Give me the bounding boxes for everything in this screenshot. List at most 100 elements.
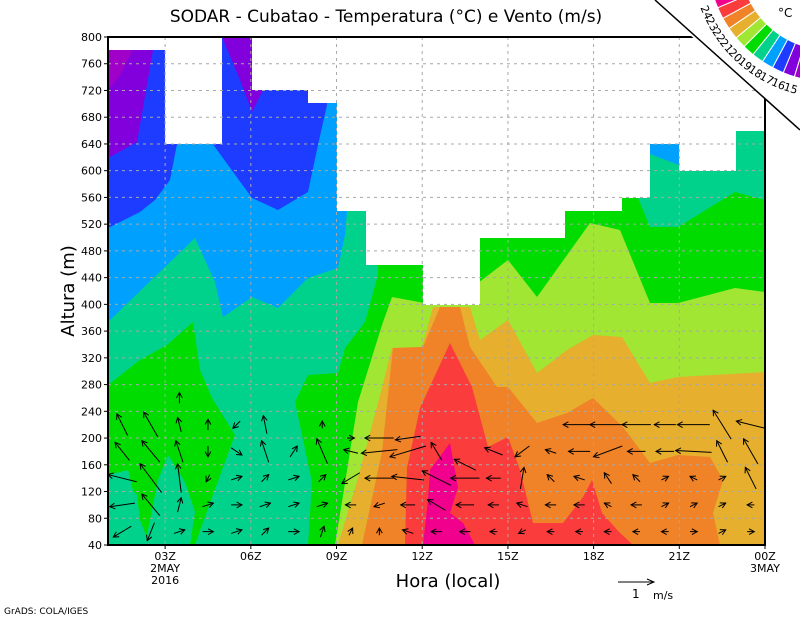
- wind-vector: [661, 502, 670, 509]
- wind-vector: [141, 439, 161, 463]
- wind-vector: [572, 474, 585, 482]
- colorbar-label: 24: [697, 4, 714, 22]
- y-tick-label: 480: [81, 245, 102, 258]
- wind-vector-arrowhead: [204, 451, 212, 458]
- wind-vector-arrowhead: [174, 462, 182, 470]
- wind-vector: [259, 439, 270, 463]
- wind-vector-arrowhead: [631, 528, 639, 535]
- wind-vector: [112, 525, 132, 538]
- wind-vector-arrowhead: [603, 471, 610, 479]
- wind-vector-arrowhead: [546, 473, 554, 481]
- wind-vector-arrowhead: [293, 474, 301, 482]
- wind-reference-unit: m/s: [653, 589, 673, 602]
- wind-vector: [572, 501, 585, 509]
- wind-vector: [661, 475, 670, 482]
- wind-vector-arrowhead: [748, 528, 756, 535]
- wind-vector: [176, 391, 183, 404]
- wind-vector: [372, 501, 385, 509]
- wind-vector: [344, 501, 357, 509]
- wind-vector-arrowhead: [430, 441, 437, 449]
- wind-vector-arrowhead: [143, 411, 150, 419]
- wind-vector-arrowhead: [716, 439, 722, 447]
- wind-vector-arrowhead: [488, 528, 496, 535]
- wind-vector-arrowhead: [261, 414, 268, 422]
- y-tick-label: 240: [81, 405, 102, 418]
- wind-vector-arrowhead: [262, 527, 270, 534]
- wind-vector-arrowhead: [458, 528, 466, 535]
- wind-vector-arrowhead: [653, 421, 660, 428]
- y-tick-label: 80: [88, 512, 102, 525]
- x-axis-label: Hora (local): [396, 571, 501, 592]
- wind-vector: [401, 528, 414, 535]
- wind-vector-arrowhead: [712, 409, 719, 417]
- wind-vector: [458, 528, 471, 535]
- wind-vector: [261, 527, 270, 536]
- wind-vector-arrowhead: [546, 528, 553, 535]
- wind-vector: [430, 528, 442, 535]
- wind-vector: [143, 411, 159, 438]
- wind-vector: [363, 434, 394, 442]
- wind-vector: [399, 501, 416, 509]
- wind-vector-arrowhead: [207, 501, 215, 508]
- x-tick-date: 3MAY: [750, 562, 780, 575]
- wind-vector-arrowhead: [235, 474, 243, 482]
- wind-vector-arrowhead: [572, 474, 580, 482]
- wind-vector-arrowhead: [719, 475, 727, 482]
- wind-vector-arrowhead: [363, 474, 371, 482]
- wind-vector-arrowhead: [603, 528, 610, 535]
- wind-vector: [716, 439, 728, 463]
- wind-vector-arrowhead: [744, 466, 751, 474]
- wind-vector-arrowhead: [517, 528, 525, 535]
- wind-vector: [114, 441, 130, 461]
- wind-vector: [676, 421, 710, 428]
- plot-frame: [107, 36, 766, 546]
- region-17-18-topright: [650, 144, 679, 165]
- wind-vector: [453, 458, 477, 471]
- wind-vector-arrowhead: [264, 501, 272, 508]
- wind-vector-arrowhead: [232, 422, 239, 430]
- wind-vector-arrowhead: [207, 528, 215, 535]
- wind-vector: [567, 448, 591, 455]
- wind-vector-arrowhead: [430, 528, 437, 535]
- colorbar-label: 23: [703, 15, 721, 34]
- wind-vector: [175, 416, 183, 433]
- wind-vector: [735, 419, 766, 429]
- wind-vector-arrowhead: [691, 528, 699, 535]
- x-tick-label: 18Z: [583, 550, 605, 563]
- missing-data-mask: [108, 37, 765, 305]
- wind-vector-arrowhead: [262, 473, 270, 481]
- wind-vector: [718, 475, 727, 482]
- grid-lines: [108, 37, 765, 545]
- y-tick-label: 200: [81, 432, 102, 445]
- wind-vector: [141, 493, 161, 517]
- y-tick-label: 440: [81, 272, 102, 285]
- wind-vector: [394, 435, 421, 443]
- y-axis-ticks: 40 80 120 160 200 240 280 320 360 400 440 480 520 560…: [81, 31, 108, 552]
- y-tick-label: 360: [81, 325, 102, 338]
- wind-vector: [488, 528, 498, 535]
- wind-vector: [202, 501, 215, 508]
- wind-vector-arrowhead: [259, 439, 267, 447]
- wind-vector-arrowhead: [344, 501, 351, 509]
- wind-vector-arrowhead: [347, 527, 354, 535]
- y-tick-label: 160: [81, 459, 102, 472]
- wind-vector: [176, 496, 184, 513]
- colorbar-label: 16: [769, 76, 787, 93]
- y-tick-label: 680: [81, 111, 102, 124]
- colorbar-label: 17: [757, 70, 775, 88]
- wind-vector-arrowhead: [691, 502, 699, 509]
- wind-vector-arrowhead: [654, 448, 662, 455]
- wind-vector: [376, 526, 383, 536]
- wind-vector: [340, 472, 361, 485]
- x-tick-year: 2016: [151, 574, 179, 587]
- wind-vector: [108, 502, 135, 510]
- wind-vector: [603, 502, 612, 509]
- wind-vector-arrowhead: [562, 421, 569, 428]
- wind-vector-arrowhead: [660, 528, 667, 535]
- x-tick-label: 15Z: [497, 550, 519, 563]
- wind-vector-arrowhead: [455, 501, 462, 509]
- wind-vector: [315, 437, 329, 465]
- wind-vector-arrowhead: [399, 501, 407, 509]
